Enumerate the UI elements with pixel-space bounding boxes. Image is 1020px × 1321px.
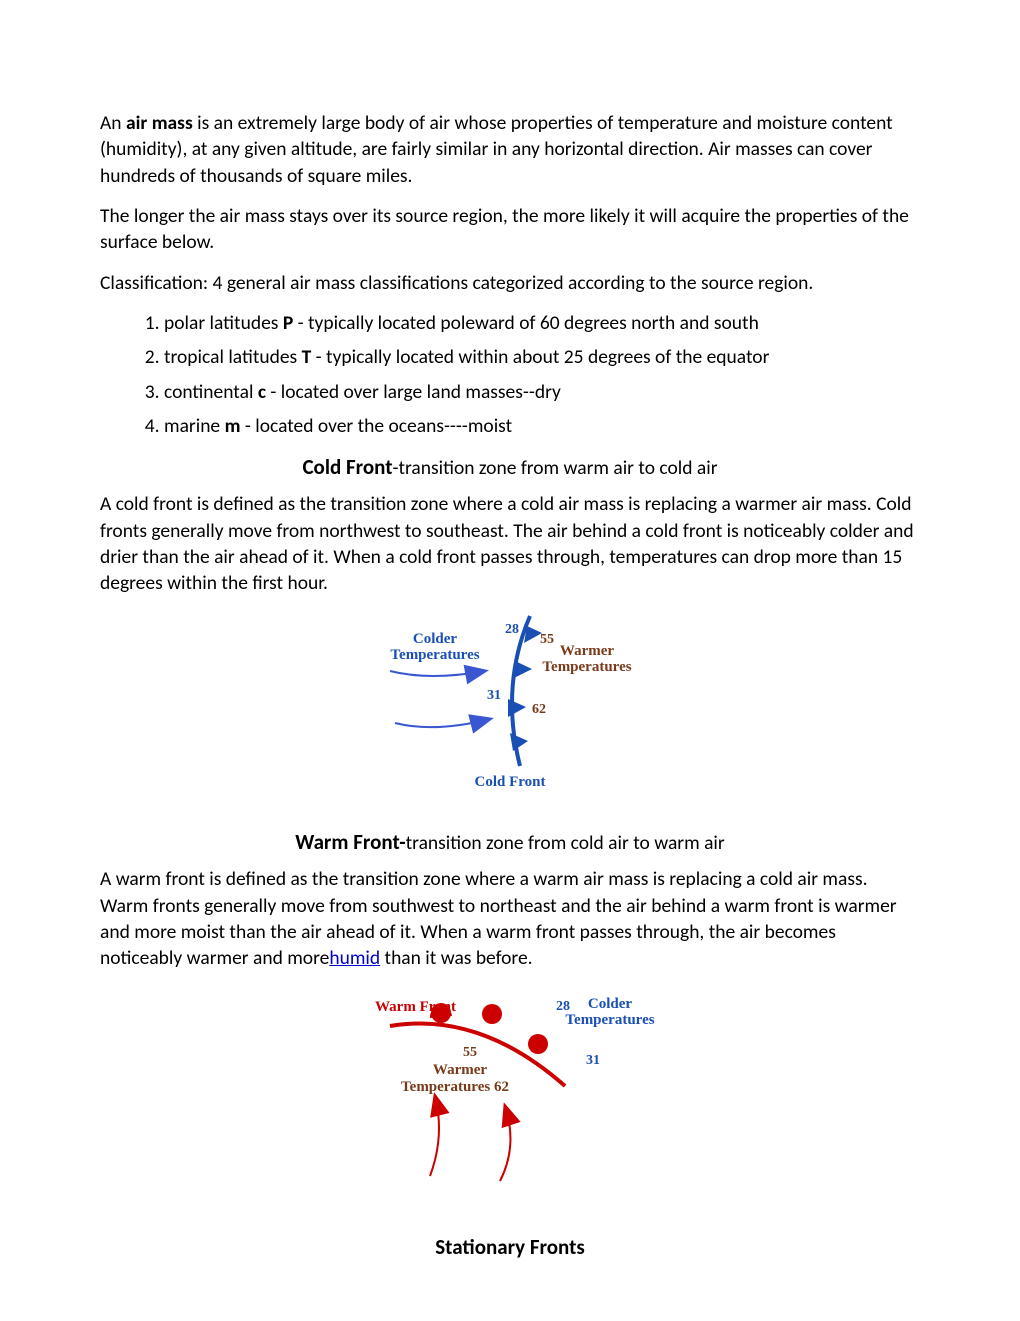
temp-31: 31: [487, 688, 501, 703]
classification-list: polar latitudes P - typically located po…: [100, 310, 920, 439]
stationary-title: Stationary Fronts: [100, 1233, 920, 1261]
list-item: marine m - located over the oceans----mo…: [164, 413, 920, 439]
wf-colder1: Colder: [588, 996, 633, 1012]
list-item: polar latitudes P - typically located po…: [164, 310, 920, 336]
wf-warmer1: Warmer: [433, 1062, 487, 1078]
warm-front-body: A warm front is defined as the transitio…: [100, 866, 920, 971]
humid-link[interactable]: humid: [329, 946, 380, 970]
cold-front-diagram: Colder Temperatures Warmer Temperatures …: [100, 611, 920, 798]
wf-t62: 62: [494, 1079, 509, 1095]
warm-front-label: Warm Front: [375, 999, 456, 1015]
wf-t55: 55: [463, 1045, 477, 1060]
warm-front-title: Warm Front-: [295, 829, 405, 855]
cold-front-title: Cold Front: [302, 454, 392, 480]
wf-colder2: Temperatures: [565, 1012, 654, 1028]
wf-warmer2: Temperatures: [401, 1079, 490, 1095]
warm-body-after: than it was before.: [380, 946, 532, 970]
warmer-label: Warmer: [560, 643, 614, 659]
warm-front-diagram: Warm Front Colder Temperatures 28 31 55 …: [100, 986, 920, 1193]
warm-front-heading: Warm Front-transition zone from cold air…: [100, 828, 920, 856]
intro-prefix: An: [100, 111, 126, 135]
colder-label2: Temperatures: [390, 647, 479, 663]
intro-paragraph: An air mass is an extremely large body o…: [100, 110, 920, 189]
list-item: tropical latitudes T - typically located…: [164, 344, 920, 370]
intro-rest: is an extremely large body of air whose …: [100, 111, 893, 188]
svg-text:Temperatures 62: Temperatures 62: [401, 1079, 509, 1095]
list-item: continental c - located over large land …: [164, 379, 920, 405]
warm-front-subtitle: transition zone from cold air to warm ai…: [406, 831, 725, 855]
paragraph-2: The longer the air mass stays over its s…: [100, 203, 920, 256]
intro-bold: air mass: [126, 111, 193, 135]
cold-front-label: Cold Front: [475, 774, 546, 790]
cold-front-heading: Cold Front-transition zone from warm air…: [100, 453, 920, 481]
wf-t28: 28: [556, 999, 570, 1014]
paragraph-3: Classification: 4 general air mass class…: [100, 270, 920, 296]
cold-front-body: A cold front is defined as the transitio…: [100, 491, 920, 596]
cold-front-subtitle: -transition zone from warm air to cold a…: [393, 456, 718, 480]
document-page: An air mass is an extremely large body o…: [0, 0, 1020, 1321]
temp-55: 55: [540, 632, 554, 647]
temp-62: 62: [532, 702, 546, 717]
temp-28: 28: [505, 622, 519, 637]
warmer-label2: Temperatures: [542, 659, 631, 675]
wf-t31: 31: [586, 1053, 600, 1068]
colder-label: Colder: [413, 631, 458, 647]
